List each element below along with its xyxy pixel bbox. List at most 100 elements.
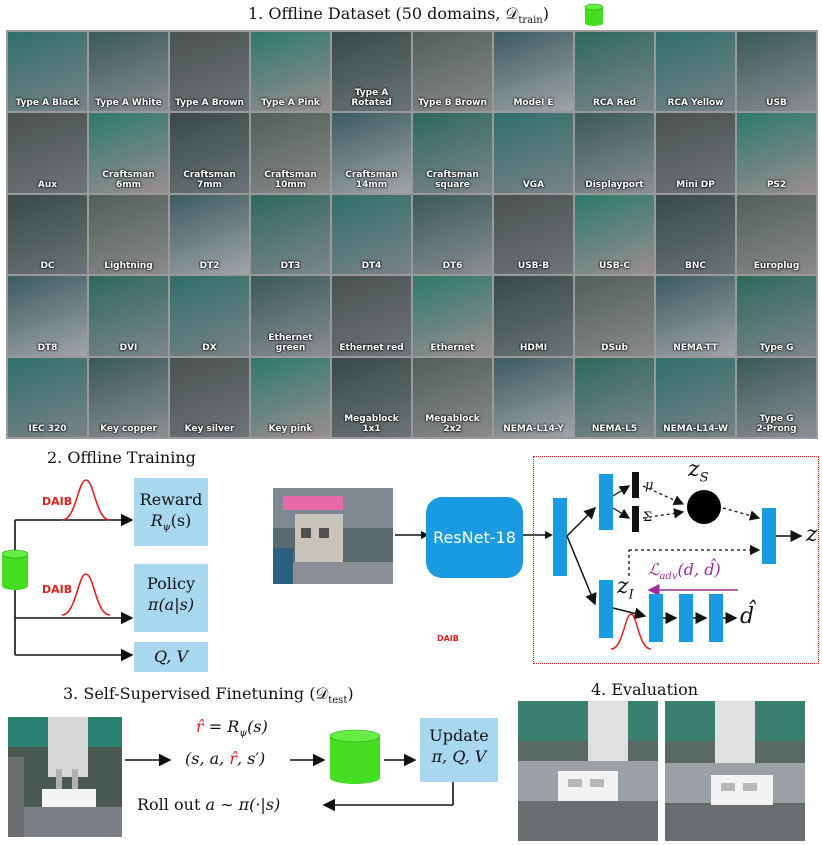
dataset-tile-label: Craftsman 14mm bbox=[345, 169, 398, 190]
training-tree bbox=[1, 479, 134, 662]
dataset-tile-label: DT6 bbox=[442, 261, 463, 272]
dataset-tile-label: Craftsman 6mm bbox=[102, 169, 155, 190]
dataset-tile: Ethernet bbox=[413, 276, 492, 356]
dataset-tile-label: Craftsman square bbox=[426, 169, 479, 190]
dataset-tile-label: DSub bbox=[601, 342, 628, 353]
dataset-tile-label: Key silver bbox=[184, 424, 235, 434]
dataset-tile: Type A Black bbox=[8, 32, 87, 112]
section-2-title: 2. Offline Training bbox=[47, 448, 196, 467]
dataset-tile-label: Ethernet red bbox=[339, 342, 404, 353]
dataset-tile-label: DT8 bbox=[37, 342, 58, 353]
dataset-tile-label: RCA Red bbox=[592, 98, 637, 109]
dataset-tile: IEC 320 bbox=[8, 357, 87, 437]
dataset-tile-label: DT4 bbox=[361, 261, 382, 272]
dataset-tile-label: Ethernet green bbox=[268, 332, 313, 353]
finetune-arrows bbox=[125, 729, 454, 812]
dataset-tile: Aux bbox=[8, 113, 87, 193]
dataset-tile: Type A White bbox=[89, 32, 168, 112]
transition-tuple: (s, a, r̂, s′) bbox=[185, 749, 266, 768]
daib-label-reward: DAIB bbox=[42, 495, 73, 508]
dataset-tile: Ethernet red bbox=[332, 276, 411, 356]
reward-box: Reward Rψ(s) bbox=[134, 478, 208, 546]
finetune-photo bbox=[8, 717, 122, 837]
dataset-tile: USB-B bbox=[494, 194, 573, 275]
dataset-tile-label: DT2 bbox=[199, 261, 220, 272]
dataset-tile-label: Craftsman 10mm bbox=[264, 169, 317, 190]
dataset-tile-label: NEMA-TT bbox=[673, 342, 718, 353]
dataset-tile: Craftsman 7mm bbox=[170, 113, 249, 193]
sigma-label: Σ bbox=[643, 510, 653, 525]
z-output-label: z bbox=[806, 522, 818, 547]
dataset-tile-label: IEC 320 bbox=[28, 424, 67, 434]
dataset-grid: Type A Black Type A White Type A Brown Type… bbox=[6, 30, 818, 439]
dataset-tile: Type A Pink bbox=[251, 32, 330, 112]
dataset-tile-label: NEMA-L14-W bbox=[663, 424, 728, 434]
dataset-tile: DT8 bbox=[8, 276, 87, 356]
dataset-tile: RCA Yellow bbox=[656, 32, 735, 112]
adv-loss-label: ℒadv(d, d̂) bbox=[648, 560, 721, 583]
dataset-tile-label: Key pink bbox=[268, 424, 313, 434]
dataset-tile: NEMA-L14-W bbox=[656, 357, 735, 437]
section-4-title: 4. Evaluation bbox=[591, 680, 699, 699]
dataset-tile: HDMI bbox=[494, 276, 573, 356]
dataset-tile: Craftsman 6mm bbox=[89, 113, 168, 193]
dataset-tile: NEMA-L5 bbox=[575, 357, 654, 437]
dataset-tile: Key copper bbox=[89, 357, 168, 437]
dataset-tile: Type A Brown bbox=[170, 32, 249, 112]
dataset-tile-label: Megablock 1x1 bbox=[344, 414, 399, 434]
dataset-tile: Megablock 2x2 bbox=[413, 357, 492, 437]
section-1-title: 1. Offline Dataset (50 domains, 𝒟train) bbox=[248, 4, 549, 27]
dataset-tile: USB bbox=[737, 32, 816, 112]
zi-label: zI bbox=[617, 574, 634, 603]
dataset-tile-label: DT3 bbox=[280, 261, 301, 272]
dataset-tile-label: DX bbox=[202, 342, 217, 353]
dataset-tile-label: Craftsman 7mm bbox=[183, 169, 236, 190]
dataset-tile-label: DVI bbox=[119, 342, 138, 353]
dataset-tile-label: DC bbox=[40, 261, 55, 272]
arrow-resnet-encoder bbox=[523, 531, 553, 539]
dataset-tile: NEMA-L14-Y bbox=[494, 357, 573, 437]
dataset-tile: Key pink bbox=[251, 357, 330, 437]
daib-label-encoder: DAIB bbox=[437, 634, 459, 643]
reward-equation: r̂ = Rψ(s) bbox=[196, 717, 268, 740]
dataset-tile: BNC bbox=[656, 194, 735, 275]
policy-box: Policy π(a|s) bbox=[134, 564, 208, 632]
dataset-tile: Lightning bbox=[89, 194, 168, 275]
dataset-tile: Mini DP bbox=[656, 113, 735, 193]
dataset-tile: Craftsman 14mm bbox=[332, 113, 411, 193]
dataset-tile-label: Type A Rotated bbox=[351, 88, 392, 109]
dataset-tile-label: PS2 bbox=[766, 179, 787, 190]
dataset-tile-label: Type A White bbox=[95, 98, 162, 109]
dataset-tile: Displayport bbox=[575, 113, 654, 193]
dataset-tile: DSub bbox=[575, 276, 654, 356]
dataset-tile-label: VGA bbox=[522, 179, 545, 190]
dataset-tile-label: NEMA-L5 bbox=[591, 424, 638, 434]
dataset-tile-label: USB-C bbox=[599, 261, 630, 272]
dataset-tile: DT2 bbox=[170, 194, 249, 275]
update-box: Update π, Q, V bbox=[420, 718, 498, 782]
dataset-tile-label: Mini DP bbox=[676, 179, 715, 190]
section-3-title: 3. Self-Supervised Finetuning (𝒟test) bbox=[63, 684, 354, 707]
dataset-tile-label: BNC bbox=[685, 261, 706, 272]
dataset-tile: DVI bbox=[89, 276, 168, 356]
dataset-tile: Model E bbox=[494, 32, 573, 112]
dataset-tile: RCA Red bbox=[575, 32, 654, 112]
dataset-tile: DT3 bbox=[251, 194, 330, 275]
dataset-tile: Craftsman square bbox=[413, 113, 492, 193]
dataset-tile: DT6 bbox=[413, 194, 492, 275]
dataset-tile-label: Type A Brown bbox=[175, 98, 244, 109]
dataset-tile: DT4 bbox=[332, 194, 411, 275]
dataset-tile: DC bbox=[8, 194, 87, 275]
dataset-tile: Type G bbox=[737, 276, 816, 356]
dataset-tile: NEMA-TT bbox=[656, 276, 735, 356]
resnet-block: ResNet-18 bbox=[426, 497, 523, 578]
arrow-photo-resnet bbox=[395, 531, 429, 539]
dataset-tile-label: Type A Black bbox=[15, 98, 80, 109]
dataset-tile-label: Ethernet bbox=[430, 342, 475, 353]
zs-label: zS bbox=[688, 457, 709, 486]
qv-box: Q, V bbox=[134, 642, 208, 672]
dataset-tile-label: Model E bbox=[513, 98, 554, 109]
dataset-tile: Type B Brown bbox=[413, 32, 492, 112]
dataset-tile: Craftsman 10mm bbox=[251, 113, 330, 193]
mu-label: μ bbox=[645, 478, 654, 493]
